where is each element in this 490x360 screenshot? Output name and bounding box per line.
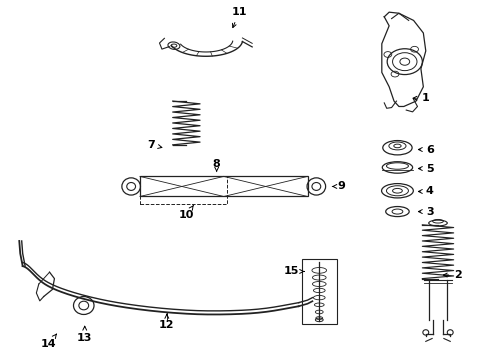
- Text: 13: 13: [77, 326, 93, 343]
- Text: 14: 14: [41, 334, 56, 349]
- Text: 5: 5: [418, 163, 434, 174]
- Text: 6: 6: [418, 144, 434, 154]
- Text: 8: 8: [213, 159, 220, 172]
- Text: 7: 7: [147, 140, 162, 150]
- Text: 2: 2: [443, 270, 462, 280]
- Text: 9: 9: [332, 181, 345, 192]
- Text: 11: 11: [231, 7, 247, 28]
- Text: 4: 4: [418, 186, 434, 197]
- Text: 15: 15: [283, 266, 304, 276]
- Bar: [140, 176, 308, 197]
- Text: 1: 1: [413, 93, 430, 103]
- Text: 3: 3: [418, 207, 434, 217]
- Bar: [140, 176, 227, 204]
- Text: 10: 10: [179, 205, 194, 220]
- Bar: [302, 259, 337, 324]
- Text: 12: 12: [159, 314, 174, 330]
